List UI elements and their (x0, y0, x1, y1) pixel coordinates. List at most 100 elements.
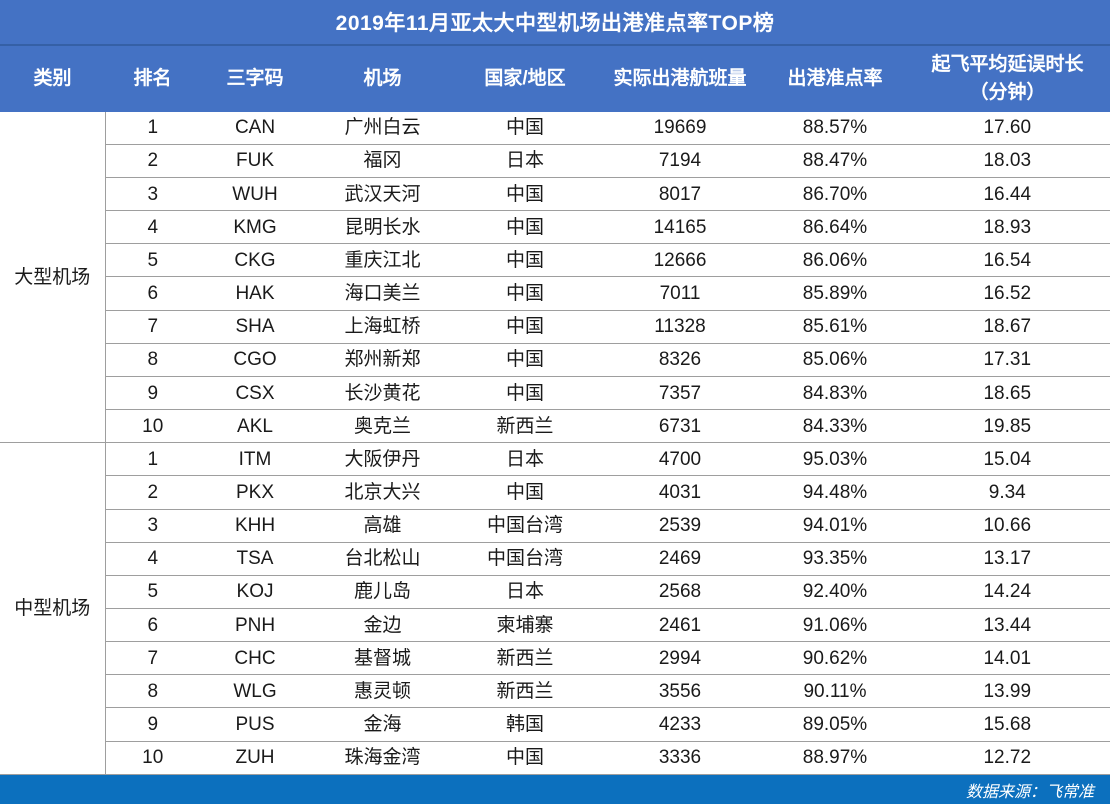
column-header-country: 国家/地区 (455, 46, 595, 112)
cell-code: WLG (200, 674, 310, 709)
cell-flights: 2539 (595, 509, 765, 543)
cell-rank: 9 (105, 707, 200, 742)
table-row: 大型机场 1 CAN 广州白云 中国 19669 88.57% 17.60 (0, 112, 1110, 444)
cell-airport: 大阪伊丹 (310, 442, 455, 477)
cell-otp: 94.48% (765, 475, 905, 510)
cell-country: 日本 (455, 144, 595, 178)
cell-country: 中国 (455, 376, 595, 411)
cell-flights: 2461 (595, 608, 765, 643)
cell-flights: 7357 (595, 376, 765, 411)
cell-rank: 2 (105, 144, 200, 178)
cell-airport: 惠灵顿 (310, 674, 455, 709)
cell-code: CSX (200, 376, 310, 411)
table-row: 6 PNH 金边 柬埔寨 2461 91.06% 13.44 (0, 608, 1110, 643)
table-row: 3 WUH 武汉天河 中国 8017 86.70% 16.44 (0, 177, 1110, 212)
cell-airport: 上海虹桥 (310, 310, 455, 344)
cell-delay: 14.24 (905, 575, 1110, 610)
cell-otp: 85.61% (765, 310, 905, 344)
cell-country: 中国 (455, 276, 595, 311)
table-row: 9 CSX 长沙黄花 中国 7357 84.83% 18.65 (0, 376, 1110, 411)
cell-delay: 18.93 (905, 210, 1110, 245)
cell-airport: 广州白云 (310, 112, 455, 145)
cell-flights: 8017 (595, 177, 765, 212)
cell-rank: 7 (105, 641, 200, 676)
cell-delay: 10.66 (905, 509, 1110, 543)
cell-rank: 4 (105, 542, 200, 576)
cell-country: 中国 (455, 310, 595, 344)
cell-delay: 13.99 (905, 674, 1110, 709)
table-row: 10 AKL 奥克兰 新西兰 6731 84.33% 19.85 (0, 409, 1110, 444)
cell-otp: 86.70% (765, 177, 905, 212)
cell-airport: 昆明长水 (310, 210, 455, 245)
table-row: 7 CHC 基督城 新西兰 2994 90.62% 14.01 (0, 641, 1110, 676)
table-row: 7 SHA 上海虹桥 中国 11328 85.61% 18.67 (0, 310, 1110, 344)
cell-flights: 12666 (595, 243, 765, 278)
cell-otp: 89.05% (765, 707, 905, 742)
cell-code: TSA (200, 542, 310, 576)
column-header-delay: 起飞平均延误时长 （分钟） (905, 46, 1110, 112)
cell-country: 中国 (455, 475, 595, 510)
cell-code: CAN (200, 112, 310, 145)
cell-otp: 88.47% (765, 144, 905, 178)
cell-country: 韩国 (455, 707, 595, 742)
cell-airport: 北京大兴 (310, 475, 455, 510)
page-title: 2019年11月亚太大中型机场出港准点率TOP榜 (0, 0, 1110, 46)
cell-delay: 18.03 (905, 144, 1110, 178)
cell-rank: 5 (105, 575, 200, 610)
cell-code: PUS (200, 707, 310, 742)
cell-otp: 85.06% (765, 343, 905, 377)
cell-flights: 8326 (595, 343, 765, 377)
cell-rank: 10 (105, 741, 200, 776)
header-row: 类别 排名 三字码 机场 国家/地区 实际出港航班量 出港准点率 起飞平均延误时… (0, 46, 1110, 112)
category-cell-medium: 中型机场 (0, 442, 106, 775)
cell-code: KMG (200, 210, 310, 245)
cell-code: CGO (200, 343, 310, 377)
cell-airport: 金海 (310, 707, 455, 742)
cell-delay: 19.85 (905, 409, 1110, 444)
table-row: 4 TSA 台北松山 中国台湾 2469 93.35% 13.17 (0, 542, 1110, 576)
cell-airport: 郑州新郑 (310, 343, 455, 377)
cell-flights: 4700 (595, 442, 765, 477)
cell-country: 中国 (455, 243, 595, 278)
cell-rank: 1 (105, 112, 200, 145)
rank-table: 类别 排名 三字码 机场 国家/地区 实际出港航班量 出港准点率 起飞平均延误时… (0, 46, 1110, 776)
cell-rank: 6 (105, 608, 200, 643)
footer-bar: 数据来源：飞常准 (0, 775, 1110, 804)
cell-flights: 3336 (595, 741, 765, 776)
table-row: 5 CKG 重庆江北 中国 12666 86.06% 16.54 (0, 243, 1110, 278)
table-row: 2 PKX 北京大兴 中国 4031 94.48% 9.34 (0, 475, 1110, 510)
cell-rank: 1 (105, 442, 200, 477)
cell-otp: 86.06% (765, 243, 905, 278)
cell-flights: 7011 (595, 276, 765, 311)
column-header-otp: 出港准点率 (765, 46, 905, 112)
cell-otp: 94.01% (765, 509, 905, 543)
cell-airport: 长沙黄花 (310, 376, 455, 411)
cell-delay: 17.31 (905, 343, 1110, 377)
cell-code: KOJ (200, 575, 310, 610)
cell-code: KHH (200, 509, 310, 543)
cell-delay: 15.68 (905, 707, 1110, 742)
column-header-category: 类别 (0, 46, 105, 112)
cell-airport: 基督城 (310, 641, 455, 676)
cell-country: 中国 (455, 343, 595, 377)
column-header-rank: 排名 (105, 46, 200, 112)
cell-rank: 4 (105, 210, 200, 245)
table-row: 5 KOJ 鹿儿岛 日本 2568 92.40% 14.24 (0, 575, 1110, 610)
cell-country: 中国 (455, 177, 595, 212)
cell-flights: 2994 (595, 641, 765, 676)
table-row: 10 ZUH 珠海金湾 中国 3336 88.97% 12.72 (0, 741, 1110, 776)
table-row: 9 PUS 金海 韩国 4233 89.05% 15.68 (0, 707, 1110, 742)
table-row: 2 FUK 福冈 日本 7194 88.47% 18.03 (0, 144, 1110, 178)
cell-flights: 2469 (595, 542, 765, 576)
cell-flights: 6731 (595, 409, 765, 444)
cell-otp: 84.33% (765, 409, 905, 444)
cell-code: WUH (200, 177, 310, 212)
table-row: 中型机场 1 ITM 大阪伊丹 日本 4700 95.03% 15.04 (0, 442, 1110, 775)
cell-code: SHA (200, 310, 310, 344)
category-cell-large: 大型机场 (0, 112, 106, 444)
cell-otp: 90.62% (765, 641, 905, 676)
cell-code: CKG (200, 243, 310, 278)
cell-code: HAK (200, 276, 310, 311)
cell-country: 中国 (455, 210, 595, 245)
cell-flights: 2568 (595, 575, 765, 610)
